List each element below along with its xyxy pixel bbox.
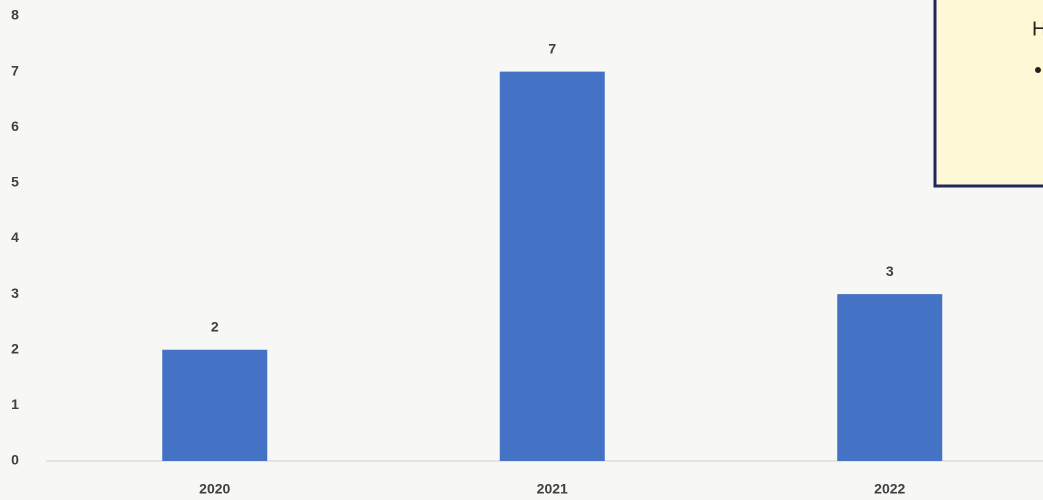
y-tick-label: 0 bbox=[11, 452, 19, 468]
data-label: 2 bbox=[211, 318, 219, 334]
x-tick-label: 2020 bbox=[199, 481, 230, 497]
y-tick-label: 2 bbox=[11, 340, 19, 356]
bar bbox=[499, 71, 605, 461]
x-tick-label: 2022 bbox=[874, 481, 905, 497]
y-tick-label: 5 bbox=[11, 174, 19, 190]
bar bbox=[837, 294, 943, 461]
y-tick-label: 7 bbox=[11, 62, 19, 78]
bar bbox=[162, 349, 268, 461]
note-bullet bbox=[1035, 67, 1041, 73]
y-tick-label: 6 bbox=[11, 118, 19, 134]
data-label: 7 bbox=[548, 40, 556, 56]
data-label: 3 bbox=[886, 263, 894, 279]
note-box bbox=[933, 0, 1043, 188]
note-text: H bbox=[1032, 18, 1043, 40]
y-tick-label: 3 bbox=[11, 285, 19, 301]
y-tick-label: 4 bbox=[11, 229, 19, 245]
y-tick-label: 1 bbox=[11, 396, 19, 412]
x-tick-label: 2021 bbox=[537, 481, 568, 497]
y-tick-label: 8 bbox=[11, 7, 19, 23]
